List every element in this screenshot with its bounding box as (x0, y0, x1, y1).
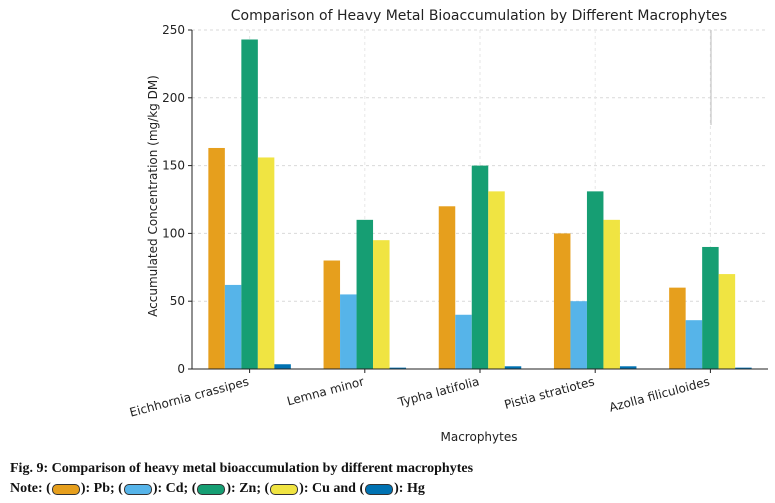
bar-pb (669, 287, 686, 369)
bar-hg (274, 364, 291, 369)
bar-hg (389, 367, 407, 369)
hg-swatch (365, 483, 394, 495)
bar-zn (702, 246, 719, 369)
bar-chart: Comparison of Heavy Metal Bioaccumulatio… (128, 8, 768, 444)
bar-cd (455, 314, 472, 369)
bar-cd (340, 294, 357, 369)
bar-hg (735, 367, 752, 369)
x-tick-label: Pistia stratiotes (503, 374, 596, 412)
y-tick-label: 250 (162, 23, 185, 37)
caption-note: Note: ( ): Pb; ( ): Cd; ( ): Zn; ( ): Cu… (10, 479, 473, 499)
bar-pb (553, 233, 571, 369)
pb-swatch (51, 483, 80, 495)
x-axis-label: Macrophytes (441, 430, 518, 444)
bar-pb (208, 147, 225, 369)
bar-pb (323, 260, 341, 369)
hg-note-label: ): Hg (394, 481, 425, 496)
y-tick-label: 150 (162, 159, 185, 173)
cd-swatch (123, 483, 152, 495)
bar-cu (257, 157, 275, 369)
y-axis-ticks: 0 50 100 150 200 250 (162, 23, 192, 376)
bar-cd (685, 320, 703, 369)
bars (208, 39, 752, 369)
bar-hg (504, 366, 522, 369)
bar-zn (586, 191, 604, 369)
x-tick-label: Eichhornia crassipes (128, 374, 250, 419)
caption-title: Fig. 9: Comparison of heavy metal bioacc… (10, 461, 474, 476)
cu-note-label: ): Cu and ( (299, 481, 365, 496)
bar-pb (438, 206, 456, 369)
bar-cd (570, 301, 587, 369)
note-prefix: Note: (10, 481, 43, 496)
x-axis-ticks: Eichhornia crassipes Lemna minor Typha lat… (128, 369, 711, 420)
bar-zn (471, 165, 489, 369)
chart-title: Comparison of Heavy Metal Bioaccumulatio… (231, 8, 727, 24)
bar-cd (224, 284, 242, 369)
bar-cu (373, 240, 390, 369)
y-tick-label: 200 (162, 91, 185, 105)
y-tick-label: 50 (170, 294, 185, 308)
cd-note-label: ): Cd; ( (152, 481, 197, 496)
figure-caption: Fig. 9: Comparison of heavy metal bioacc… (10, 459, 473, 499)
y-axis-label: Accumulated Concentration (mg/kg DM) (146, 75, 160, 317)
x-tick-label: Typha latifolia (396, 374, 481, 409)
zn-note-label: ): Zn; ( (226, 481, 270, 496)
bar-cu (488, 191, 505, 369)
bar-cu (603, 219, 620, 369)
bar-zn (356, 219, 374, 369)
zn-swatch (197, 483, 226, 495)
bar-zn (241, 39, 258, 369)
y-tick-label: 100 (162, 226, 185, 240)
x-tick-label: Lemna minor (285, 374, 365, 408)
bar-hg (619, 366, 637, 369)
cu-swatch (270, 483, 299, 495)
x-tick-label: Azolla filiculoides (608, 374, 711, 414)
y-tick-label: 0 (177, 362, 185, 376)
pb-note-label: ): Pb; ( (80, 481, 123, 496)
bar-cu (718, 274, 736, 369)
